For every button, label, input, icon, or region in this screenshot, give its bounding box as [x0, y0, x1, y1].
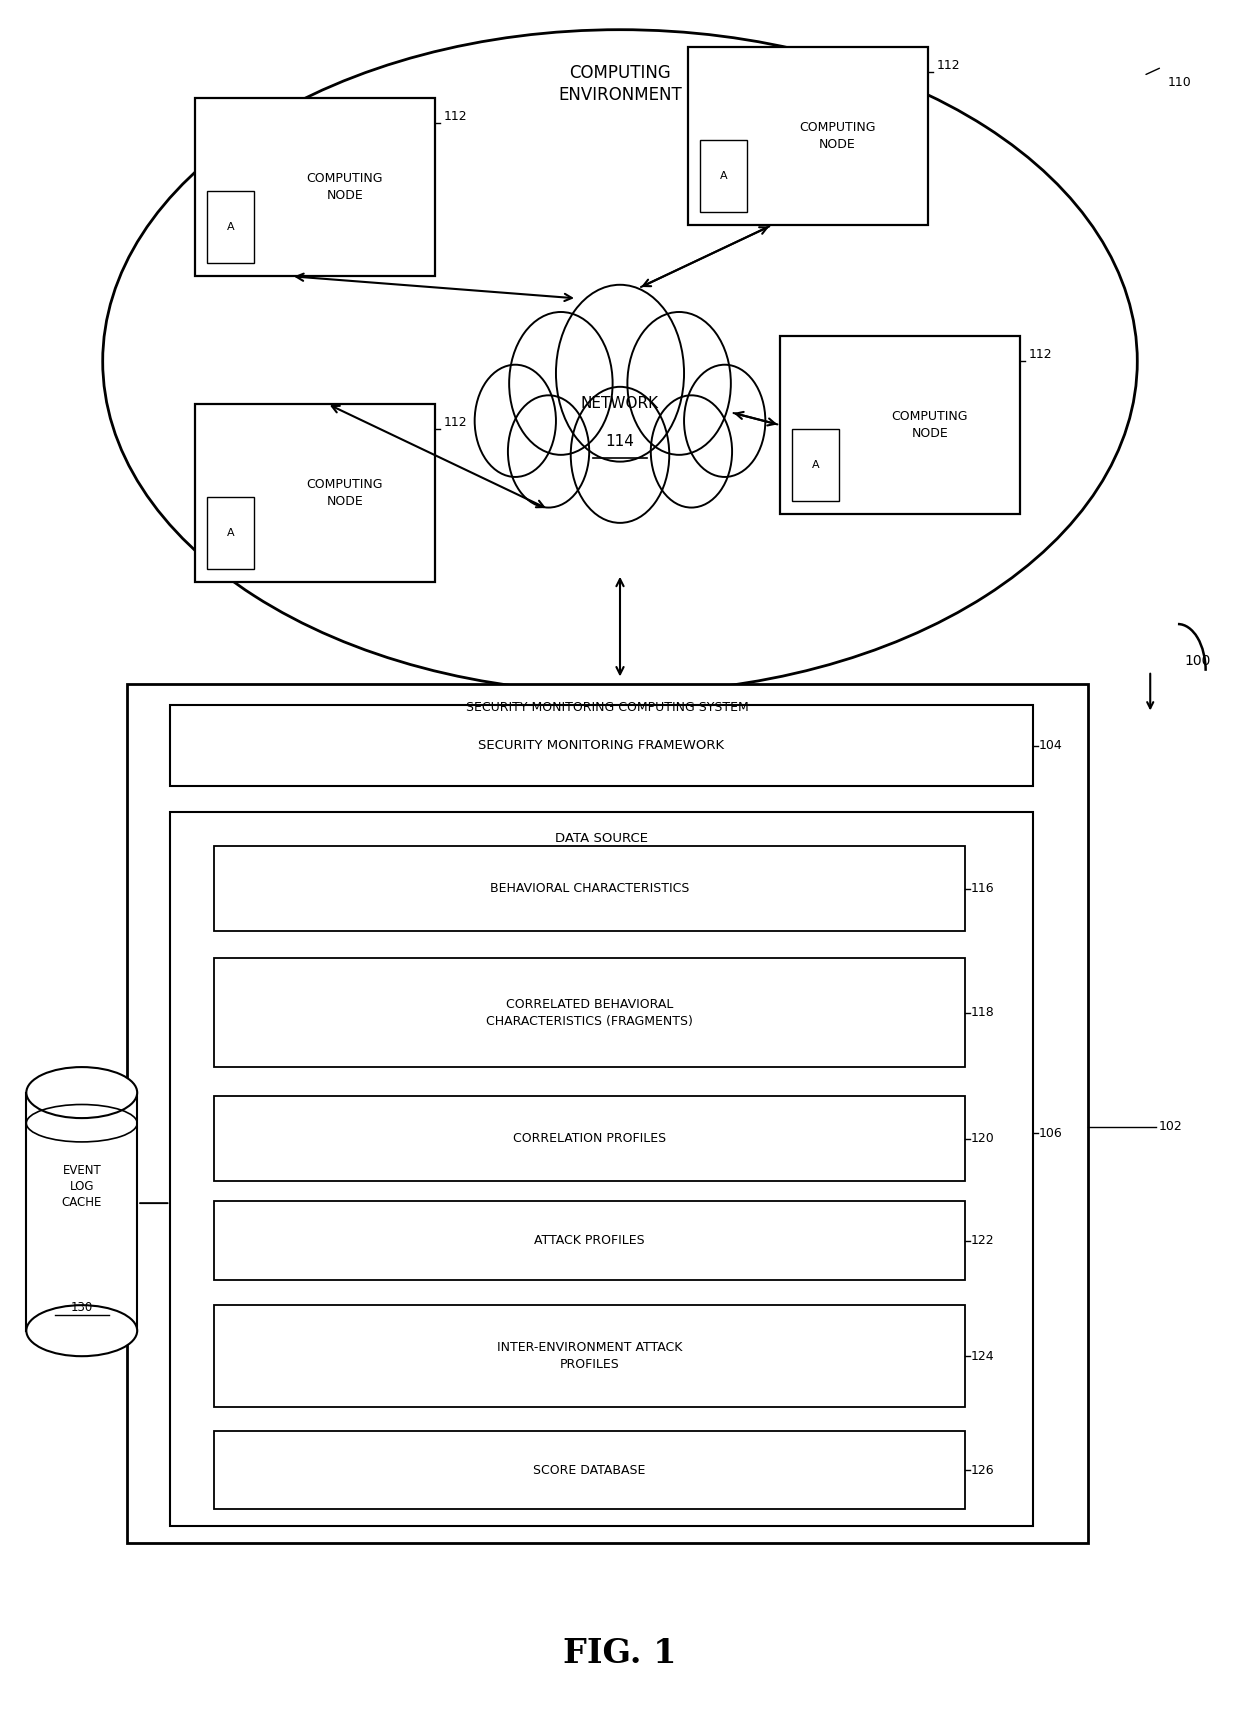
Text: 100: 100: [1184, 655, 1210, 668]
FancyBboxPatch shape: [507, 352, 733, 489]
FancyBboxPatch shape: [213, 959, 965, 1066]
Text: COMPUTING
NODE: COMPUTING NODE: [799, 121, 875, 150]
Text: CORRELATED BEHAVIORAL
CHARACTERISTICS (FRAGMENTS): CORRELATED BEHAVIORAL CHARACTERISTICS (F…: [486, 998, 693, 1027]
FancyBboxPatch shape: [792, 429, 839, 501]
FancyBboxPatch shape: [701, 140, 746, 212]
FancyBboxPatch shape: [26, 1092, 138, 1331]
FancyBboxPatch shape: [195, 403, 435, 583]
Circle shape: [570, 386, 670, 523]
FancyBboxPatch shape: [213, 1201, 965, 1280]
Text: DATA SOURCE: DATA SOURCE: [556, 832, 649, 846]
Text: 116: 116: [971, 882, 994, 896]
Ellipse shape: [26, 1306, 138, 1357]
Text: 114: 114: [605, 434, 635, 449]
Text: 112: 112: [1029, 349, 1053, 361]
Text: FIG. 1: FIG. 1: [563, 1637, 677, 1670]
Text: 126: 126: [971, 1463, 994, 1477]
Text: 124: 124: [971, 1350, 994, 1362]
Ellipse shape: [26, 1066, 138, 1118]
Text: COMPUTING
NODE: COMPUTING NODE: [892, 410, 968, 441]
Text: COMPUTING
ENVIRONMENT: COMPUTING ENVIRONMENT: [558, 63, 682, 104]
Text: 130: 130: [71, 1301, 93, 1314]
Text: A: A: [812, 460, 820, 470]
Circle shape: [627, 313, 730, 455]
FancyBboxPatch shape: [688, 46, 928, 226]
Circle shape: [556, 285, 684, 461]
Text: INTER-ENVIRONMENT ATTACK
PROFILES: INTER-ENVIRONMENT ATTACK PROFILES: [496, 1342, 682, 1371]
Text: 118: 118: [971, 1007, 994, 1019]
Text: CORRELATION PROFILES: CORRELATION PROFILES: [512, 1131, 666, 1145]
Text: 102: 102: [1158, 1119, 1182, 1133]
Circle shape: [475, 364, 556, 477]
Text: 112: 112: [444, 417, 467, 429]
Circle shape: [510, 313, 613, 455]
Text: NETWORK: NETWORK: [580, 396, 660, 412]
Ellipse shape: [103, 29, 1137, 692]
FancyBboxPatch shape: [170, 812, 1033, 1526]
Text: COMPUTING
NODE: COMPUTING NODE: [306, 173, 383, 202]
Text: 106: 106: [1039, 1126, 1063, 1140]
Text: COMPUTING
NODE: COMPUTING NODE: [306, 479, 383, 508]
Text: SECURITY MONITORING FRAMEWORK: SECURITY MONITORING FRAMEWORK: [479, 740, 724, 752]
FancyBboxPatch shape: [207, 191, 254, 263]
Text: 112: 112: [444, 109, 467, 123]
FancyBboxPatch shape: [213, 1095, 965, 1181]
Text: BEHAVIORAL CHARACTERISTICS: BEHAVIORAL CHARACTERISTICS: [490, 882, 689, 896]
Text: A: A: [227, 528, 234, 538]
Text: SCORE DATABASE: SCORE DATABASE: [533, 1463, 645, 1477]
FancyBboxPatch shape: [170, 704, 1033, 786]
FancyBboxPatch shape: [780, 335, 1021, 514]
Text: A: A: [227, 222, 234, 232]
Text: A: A: [719, 171, 728, 181]
Text: 104: 104: [1039, 740, 1063, 752]
FancyBboxPatch shape: [195, 97, 435, 277]
FancyBboxPatch shape: [213, 1306, 965, 1407]
FancyBboxPatch shape: [207, 497, 254, 569]
FancyBboxPatch shape: [213, 1430, 965, 1509]
Text: 110: 110: [1168, 75, 1192, 89]
Text: 120: 120: [971, 1131, 994, 1145]
FancyBboxPatch shape: [213, 846, 965, 931]
Text: 112: 112: [936, 60, 960, 72]
Circle shape: [651, 395, 732, 508]
Text: 122: 122: [971, 1234, 994, 1248]
Text: SECURITY MONITORING COMPUTING SYSTEM: SECURITY MONITORING COMPUTING SYSTEM: [466, 701, 749, 714]
Circle shape: [684, 364, 765, 477]
Text: ATTACK PROFILES: ATTACK PROFILES: [534, 1234, 645, 1248]
FancyBboxPatch shape: [128, 684, 1087, 1543]
Circle shape: [508, 395, 589, 508]
Text: EVENT
LOG
CACHE: EVENT LOG CACHE: [62, 1164, 102, 1208]
